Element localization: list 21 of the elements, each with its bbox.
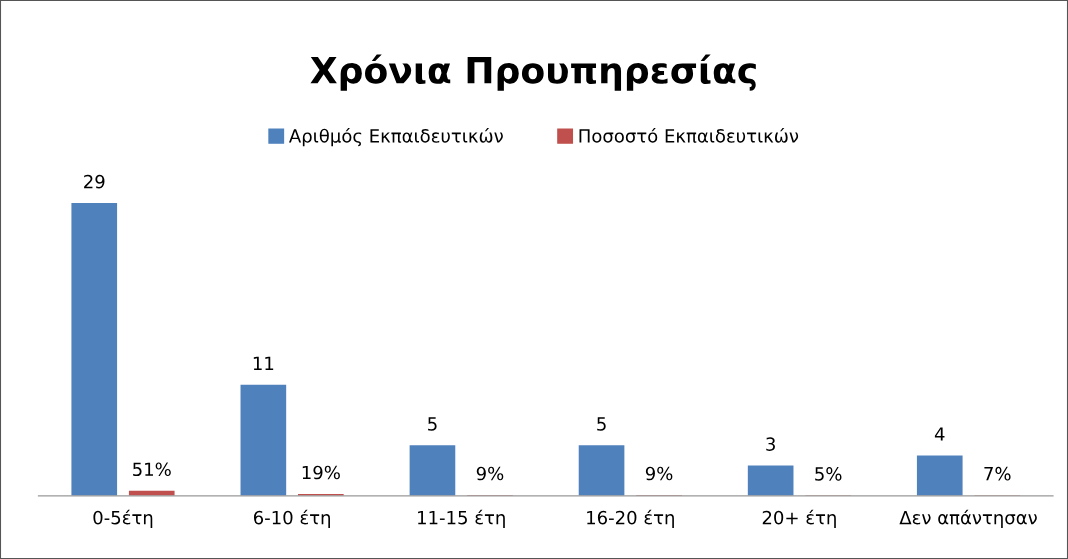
data-label: 4 [934, 427, 945, 441]
x-tick-label: 6-10 έτη [253, 509, 330, 528]
x-tick-label: 11-15 έτη [418, 509, 505, 528]
legend-label: Ποσοστό Εκπαιδευτικών [579, 128, 799, 143]
data-label: 5 [597, 417, 606, 431]
chart-title: Χρόνια Προυπηρεσίας [310, 54, 756, 91]
data-label: 19% [302, 465, 340, 480]
data-label: 51% [133, 462, 171, 477]
x-tick-label: 0-5έτη [93, 509, 153, 528]
data-label: 9% [476, 466, 504, 481]
x-tick-label: Δεν απάντησαν [899, 509, 1037, 528]
data-label: 7% [984, 466, 1011, 481]
legend-label: Αριθμός Εκπαιδευτικών [289, 128, 503, 147]
x-tick-label: 16-20 έτη [587, 509, 674, 528]
data-label: 11 [253, 356, 274, 370]
x-tick-label: 20+ έτη [762, 509, 836, 528]
data-label: 3 [766, 437, 775, 451]
data-label: 9% [645, 466, 673, 481]
data-label: 5 [428, 417, 437, 431]
data-label: 29 [84, 174, 105, 189]
data-label: 5% [815, 467, 842, 481]
